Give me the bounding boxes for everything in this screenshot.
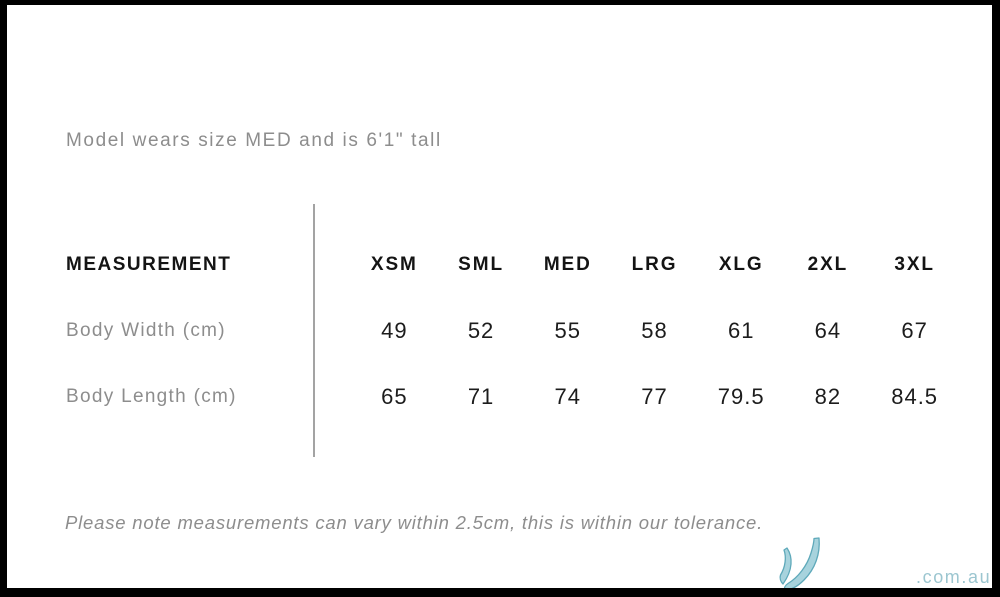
value-cell: 79.5 xyxy=(717,384,765,409)
table-row-body-width: Body Width (cm) 49 52 55 58 61 64 67 xyxy=(66,298,958,364)
tolerance-note: Please note measurements can vary within… xyxy=(65,512,764,533)
frame-left xyxy=(0,0,7,597)
size-chart-header-row: MEASUREMENT XSM SML MED LRG XLG 2XL 3XL xyxy=(66,232,958,298)
size-header-xlg: XLG xyxy=(718,254,764,275)
row-label: Body Length (cm) xyxy=(66,386,237,407)
value-cell: 77 xyxy=(641,384,668,409)
measurement-header: MEASUREMENT xyxy=(66,254,232,275)
value-cell: 65 xyxy=(381,384,408,409)
value-cell: 84.5 xyxy=(891,384,939,409)
value-cell: 64 xyxy=(814,318,842,343)
value-cell: 67 xyxy=(901,318,928,343)
frame-bottom xyxy=(0,588,1000,597)
value-cell: 82 xyxy=(814,384,842,409)
size-header-sml: SML xyxy=(458,254,504,275)
column-divider xyxy=(313,204,315,457)
row-label: Body Width (cm) xyxy=(66,320,226,341)
value-cell: 61 xyxy=(727,318,755,343)
domain-suffix-text: .com.au xyxy=(916,567,992,587)
size-header-2xl: 2XL xyxy=(807,254,849,275)
value-cell: 71 xyxy=(467,384,495,409)
value-cell: 74 xyxy=(554,384,582,409)
size-header-3xl: 3XL xyxy=(894,254,935,275)
size-header-med: MED xyxy=(543,254,592,275)
value-cell: 52 xyxy=(467,318,495,343)
stylized-u-logo-icon xyxy=(779,537,820,591)
value-cell: 55 xyxy=(554,318,582,343)
value-cell: 58 xyxy=(641,318,668,343)
table-row-body-length: Body Length (cm) 65 71 74 77 79.5 82 84.… xyxy=(66,364,958,430)
size-header-lrg: LRG xyxy=(631,254,678,275)
size-header-xsm: XSM xyxy=(370,254,418,275)
size-chart-table: MEASUREMENT XSM SML MED LRG XLG 2XL 3XL … xyxy=(66,232,958,430)
value-cell: 49 xyxy=(381,318,408,343)
model-note: Model wears size MED and is 6'1" tall xyxy=(66,130,442,151)
frame-right xyxy=(992,0,1000,597)
frame-top xyxy=(0,0,1000,5)
